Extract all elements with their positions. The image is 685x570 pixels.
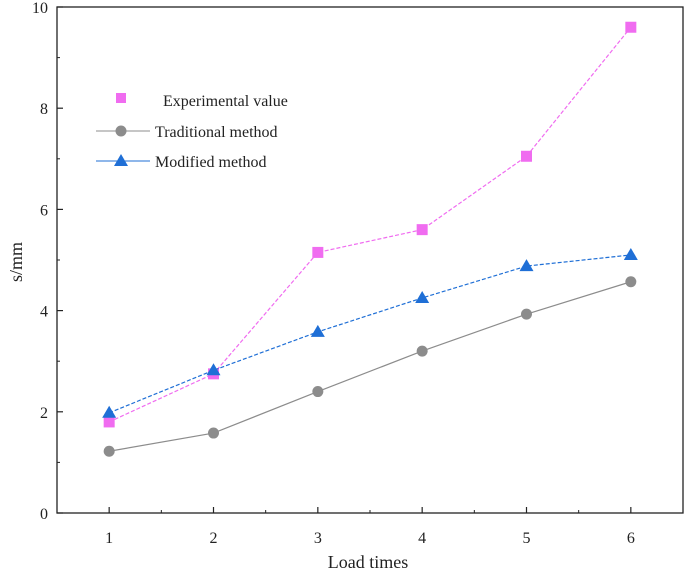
data-point-experimental	[312, 246, 324, 258]
legend-item-traditional: Traditional method	[96, 124, 278, 141]
x-tick-label: 5	[523, 530, 531, 547]
data-point-modified	[415, 290, 430, 303]
data-point-traditional	[103, 445, 115, 457]
legend-circle-marker	[115, 125, 127, 137]
data-point-modified	[623, 247, 638, 260]
series-layer	[102, 21, 638, 457]
data-point-modified	[310, 324, 325, 337]
legend-label-traditional: Traditional method	[155, 124, 278, 141]
series-traditional	[103, 276, 637, 457]
y-tick-label: 4	[40, 304, 48, 321]
x-axis-title: Load times	[328, 552, 408, 570]
data-point-experimental	[103, 416, 115, 428]
y-tick-label: 0	[40, 506, 48, 523]
y-axis-title: s/mm	[6, 242, 26, 282]
data-point-modified	[519, 259, 534, 272]
data-point-experimental	[416, 224, 428, 236]
legend-item-modified: Modified method	[96, 154, 267, 171]
series-line-experimental	[108, 26, 632, 423]
data-point-traditional	[416, 345, 428, 357]
x-tick-label: 3	[314, 530, 322, 547]
x-tick-label: 6	[627, 530, 635, 547]
series-line-modified	[108, 254, 631, 414]
data-point-modified	[102, 405, 117, 418]
plot-area	[56, 6, 684, 514]
data-point-experimental	[521, 150, 532, 162]
legend-label-modified: Modified method	[155, 154, 267, 171]
y-tick-label: 8	[40, 101, 48, 118]
data-point-traditional	[521, 308, 532, 320]
x-tick-label: 1	[105, 530, 113, 547]
legend-triangle-marker	[114, 154, 128, 166]
y-tick-label: 10	[32, 0, 48, 17]
legend-item-experimental: Experimental value	[116, 93, 288, 110]
y-tick-label: 6	[40, 202, 48, 219]
series-line-traditional	[109, 281, 632, 452]
data-point-traditional	[208, 427, 219, 439]
data-point-modified	[206, 363, 221, 376]
data-point-experimental	[625, 21, 637, 33]
legend: Experimental value Traditional method Mo…	[96, 93, 288, 171]
x-tick-label: 4	[418, 530, 426, 547]
series-experimental	[103, 21, 637, 428]
legend-label-experimental: Experimental value	[163, 93, 288, 110]
y-tick-label: 2	[40, 405, 48, 422]
plot-frame	[56, 6, 684, 514]
x-tick-label: 2	[210, 530, 218, 547]
series-modified	[102, 247, 638, 418]
data-point-traditional	[625, 276, 637, 288]
data-point-traditional	[312, 386, 324, 398]
legend-square-marker	[116, 93, 126, 103]
